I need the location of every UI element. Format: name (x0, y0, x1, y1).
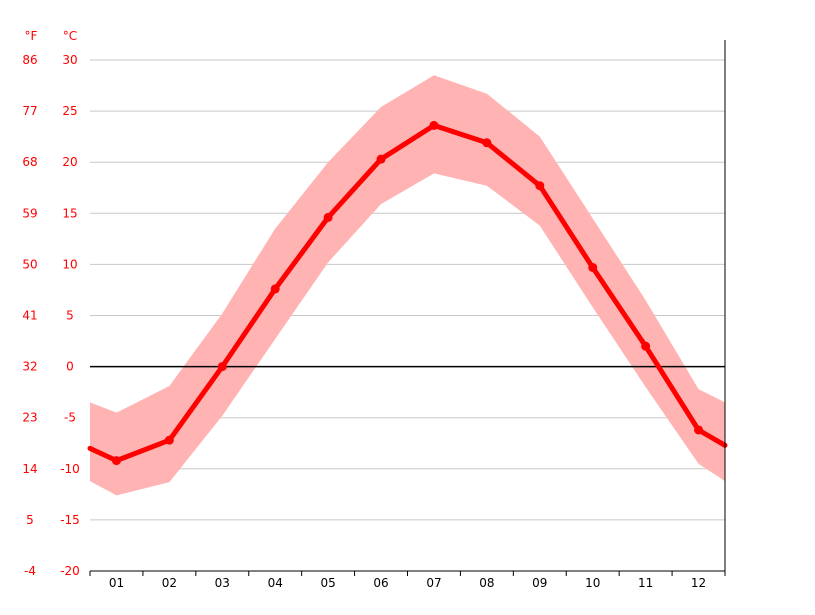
data-point (429, 120, 439, 130)
x-tick-label: 04 (268, 576, 283, 590)
unit-label-f: °F (25, 29, 38, 43)
data-point (482, 138, 492, 148)
data-point (641, 341, 651, 351)
y-tick-label-c: 5 (66, 309, 74, 323)
y-tick-label-f: 32 (22, 360, 37, 374)
y-tick-label-c: 20 (62, 155, 77, 169)
y-tick-label-c: 30 (62, 53, 77, 67)
x-tick-label: 10 (585, 576, 600, 590)
y-tick-label-f: 14 (22, 462, 37, 476)
x-tick-label: 05 (320, 576, 335, 590)
x-tick-label: 02 (162, 576, 177, 590)
data-point (270, 284, 280, 294)
x-tick-label: 07 (426, 576, 441, 590)
y-tick-label-f: 59 (22, 206, 37, 220)
x-tick-label: 09 (532, 576, 547, 590)
y-tick-label-c: -5 (64, 411, 76, 425)
y-tick-label-f: 23 (22, 411, 37, 425)
y-tick-label-f: 41 (22, 309, 37, 323)
temperature-line (87, 122, 728, 464)
x-tick-label: 03 (215, 576, 230, 590)
unit-label-c: °C (63, 29, 77, 43)
data-point (323, 212, 333, 222)
y-tick-label-c: 15 (62, 206, 77, 220)
y-tick-label-c: -15 (60, 513, 80, 527)
data-point (217, 362, 227, 372)
y-tick-label-c: -20 (60, 564, 80, 578)
y-tick-label-f: 50 (22, 257, 37, 271)
y-tick-label-f: 86 (22, 53, 37, 67)
data-point (164, 435, 174, 445)
y-tick-label-f: -4 (24, 564, 36, 578)
temperature-range-band (90, 75, 725, 496)
y-tick-label-f: 5 (26, 513, 34, 527)
y-tick-label-c: -10 (60, 462, 80, 476)
y-tick-label-c: 10 (62, 257, 77, 271)
x-tick-label: 01 (109, 576, 124, 590)
x-tick-label: 12 (691, 576, 706, 590)
data-point (376, 154, 386, 164)
y-tick-label-f: 68 (22, 155, 37, 169)
y-tick-label-c: 0 (66, 360, 74, 374)
data-point (588, 262, 598, 272)
y-tick-label-f: 77 (22, 104, 37, 118)
data-point (535, 181, 545, 191)
x-tick-label: 11 (638, 576, 653, 590)
y-tick-label-c: 25 (62, 104, 77, 118)
x-tick-label: 06 (373, 576, 388, 590)
x-tick-label: 08 (479, 576, 494, 590)
data-point (694, 425, 704, 435)
data-point (111, 456, 121, 466)
